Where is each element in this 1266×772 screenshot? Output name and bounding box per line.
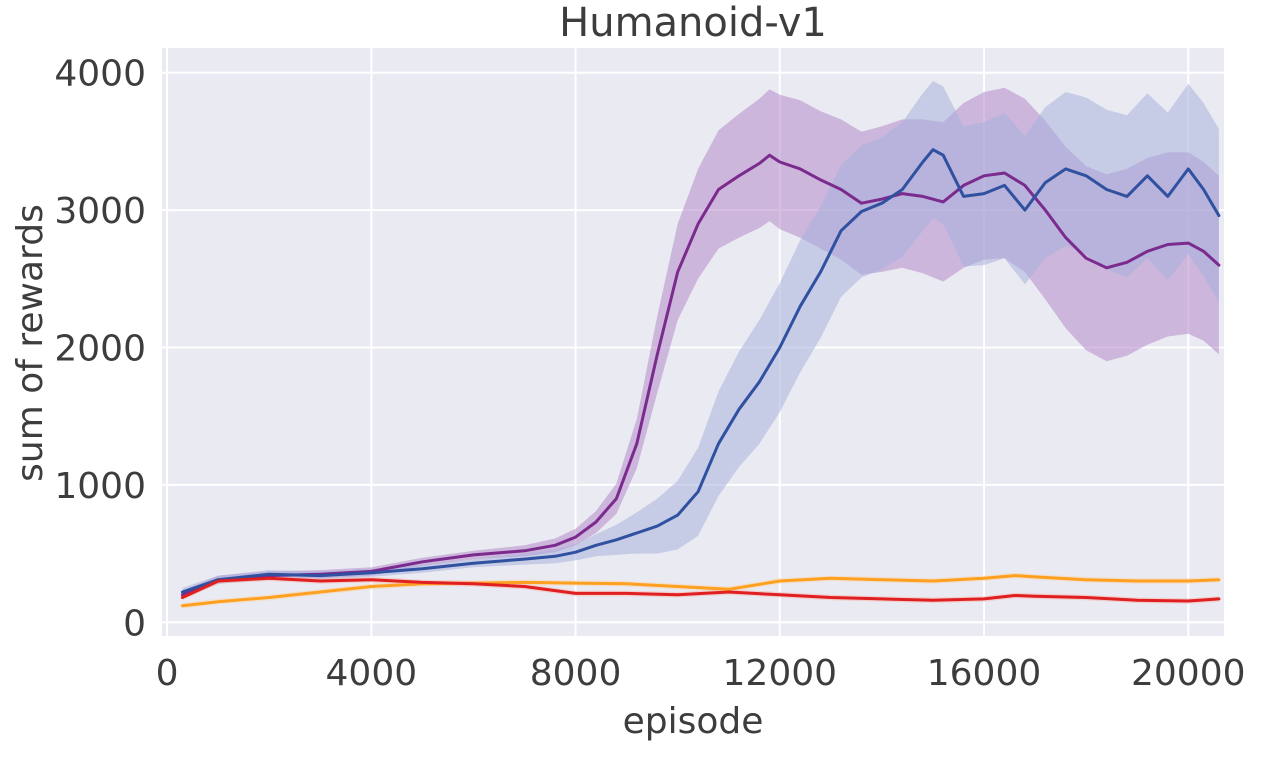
y-tick-label: 1000 [54, 466, 146, 507]
x-tick-labels: 0 4000 8000 12000 16000 20000 [156, 653, 1246, 694]
y-tick-labels: 0 1000 2000 3000 4000 [54, 54, 146, 645]
series-2-band [182, 81, 1219, 597]
x-tick-label: 8000 [530, 653, 622, 694]
x-tick-label: 16000 [927, 653, 1042, 694]
y-tick-label: 3000 [54, 191, 146, 232]
x-tick-label: 4000 [326, 653, 418, 694]
series-lines [180, 148, 1221, 608]
x-tick-label: 12000 [723, 653, 838, 694]
y-tick-label: 0 [123, 603, 146, 644]
series-2-line [180, 148, 1221, 594]
y-tick-label: 4000 [54, 54, 146, 95]
x-tick-label: 20000 [1131, 653, 1246, 694]
chart-title: Humanoid-v1 [559, 0, 827, 46]
x-axis-label: episode [623, 701, 764, 742]
series-3-line [180, 574, 1221, 608]
series-1-line [180, 153, 1221, 597]
y-tick-label: 2000 [54, 328, 146, 369]
y-axis-label: sum of rewards [10, 204, 51, 482]
series-4-line [180, 576, 1221, 603]
x-tick-label: 0 [156, 653, 179, 694]
